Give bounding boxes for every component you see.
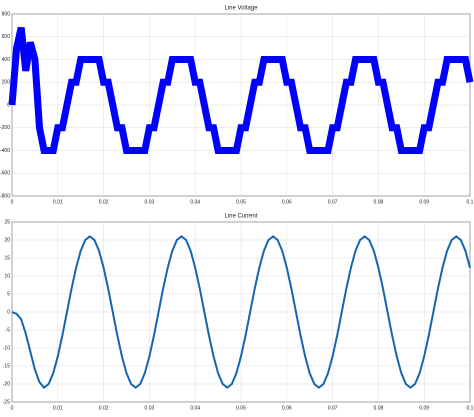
x-tick-label: 0.08 [374, 199, 384, 205]
x-tick-label: 0.03 [145, 199, 155, 205]
x-tick-label: 0.07 [328, 405, 338, 411]
x-tick-label: 0 [11, 199, 14, 205]
x-tick-label: 0.1 [467, 405, 474, 411]
y-tick-label: -5 [6, 327, 11, 333]
y-tick-label: -25 [3, 399, 10, 405]
y-tick-label: -600 [0, 171, 10, 177]
data-line [8, 26, 474, 154]
x-tick-label: 0.02 [99, 199, 109, 205]
y-tick-label: 10 [4, 273, 10, 279]
x-tick-label: 0.01 [53, 405, 63, 411]
y-tick-label: -15 [3, 363, 10, 369]
x-tick-label: 0.05 [236, 199, 246, 205]
y-tick-label: -10 [3, 345, 10, 351]
x-tick-label: 0.04 [190, 405, 200, 411]
y-tick-label: -800 [0, 193, 10, 199]
x-tick-label: 0.01 [53, 199, 63, 205]
y-tick-label: 0 [7, 309, 10, 315]
data-line [11, 235, 471, 389]
y-tick-label: 0 [7, 102, 10, 108]
y-tick-label: 15 [4, 255, 10, 261]
x-tick-label: 0.09 [419, 199, 429, 205]
y-tick-label: 400 [2, 57, 11, 63]
y-tick-label: 800 [2, 11, 11, 17]
y-tick-label: 600 [2, 34, 11, 40]
x-tick-label: 0.04 [190, 199, 200, 205]
x-tick-label: 0.06 [282, 405, 292, 411]
y-tick-label: 200 [2, 80, 11, 86]
y-tick-label: -20 [3, 381, 10, 387]
y-tick-label: 20 [4, 237, 10, 243]
x-tick-label: 0.02 [99, 405, 109, 411]
x-tick-label: 0 [11, 405, 14, 411]
x-tick-label: 0.07 [328, 199, 338, 205]
y-tick-label: -200 [0, 125, 10, 131]
x-tick-label: 0.03 [145, 405, 155, 411]
x-tick-label: 0.1 [467, 199, 474, 205]
y-tick-label: -400 [0, 148, 10, 154]
chart-title: Line Current [224, 214, 257, 220]
x-tick-label: 0.05 [236, 405, 246, 411]
y-tick-label: 5 [7, 291, 10, 297]
x-tick-label: 0.06 [282, 199, 292, 205]
x-tick-label: 0.08 [374, 405, 384, 411]
x-tick-label: 0.09 [419, 405, 429, 411]
chart-title: Line Voltage [224, 6, 258, 12]
y-tick-label: 25 [4, 219, 10, 225]
